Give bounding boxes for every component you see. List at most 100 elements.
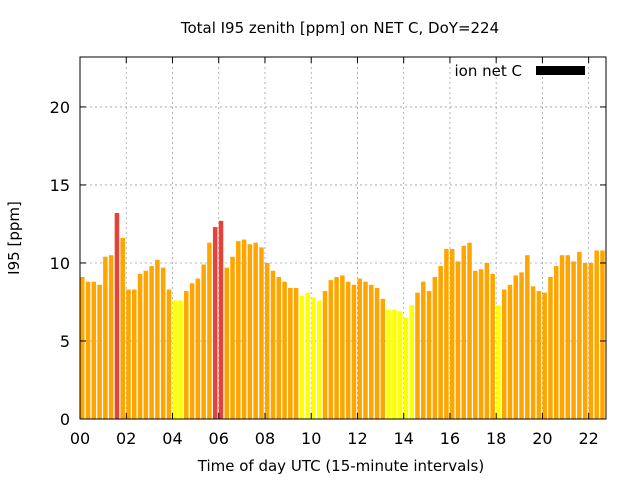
x-tick-label: 08	[255, 429, 275, 448]
bar	[160, 267, 166, 419]
bar	[444, 248, 449, 419]
legend: ion net C	[455, 62, 585, 80]
x-tick-label: 22	[578, 429, 598, 448]
bar	[293, 287, 299, 419]
bar	[108, 255, 114, 419]
bar	[530, 286, 536, 419]
bar	[565, 255, 571, 419]
bar	[415, 292, 420, 419]
x-tick-label: 16	[440, 429, 460, 448]
bar	[588, 262, 594, 419]
y-axis-label: I95 [ppm]	[5, 201, 23, 275]
bar	[253, 242, 258, 419]
bar	[473, 270, 478, 419]
bar	[392, 309, 397, 419]
bars	[80, 213, 605, 419]
bar	[316, 300, 322, 419]
bar	[600, 250, 605, 419]
x-tick-label: 00	[70, 429, 90, 448]
bar	[195, 278, 201, 419]
bar	[120, 238, 125, 419]
chart-title: Total I95 zenith [ppm] on NET C, DoY=224	[180, 19, 499, 37]
bar	[236, 241, 241, 419]
y-tick-label: 5	[60, 332, 70, 351]
bar	[519, 272, 524, 419]
bar	[421, 281, 426, 419]
bar	[288, 287, 293, 419]
bar	[553, 266, 559, 419]
legend-swatch	[536, 66, 585, 75]
bar	[218, 220, 224, 419]
bar	[299, 295, 305, 419]
bar	[397, 311, 403, 419]
bar	[496, 305, 501, 419]
bar	[490, 273, 495, 419]
bar	[201, 264, 206, 419]
bar	[409, 305, 414, 419]
x-tick-label: 04	[162, 429, 182, 448]
bar	[184, 291, 189, 419]
y-tick-label: 10	[50, 254, 70, 273]
x-axis-label: Time of day UTC (15-minute intervals)	[197, 457, 484, 475]
bar	[270, 270, 276, 419]
bar	[357, 278, 362, 419]
bar	[582, 262, 588, 419]
bar	[230, 256, 235, 419]
bar	[305, 292, 310, 419]
bar	[345, 281, 351, 419]
bar	[432, 277, 438, 419]
bar	[172, 300, 177, 419]
ticks: 0 5 10 15 20 00 02 04 06 08 10 12 14 16 18 20 22	[50, 57, 606, 448]
bar	[91, 281, 97, 419]
bar	[571, 261, 576, 419]
bar	[369, 284, 374, 419]
bar	[467, 242, 472, 419]
bar	[426, 291, 432, 419]
bar	[559, 255, 565, 419]
bar	[386, 309, 391, 419]
bar	[455, 261, 461, 419]
bar	[438, 266, 443, 419]
bar	[478, 269, 484, 419]
bar	[594, 250, 599, 419]
x-tick-label: 02	[116, 429, 136, 448]
bar	[322, 291, 328, 419]
bar	[484, 262, 490, 419]
bar	[577, 252, 582, 419]
bar	[166, 289, 172, 419]
bar	[328, 280, 334, 419]
bar	[207, 242, 212, 419]
plot-frame	[79, 56, 607, 420]
x-tick-label: 06	[209, 429, 229, 448]
bar	[149, 266, 154, 419]
bar	[513, 275, 519, 419]
bar	[189, 283, 195, 419]
bar	[132, 289, 137, 419]
bar	[507, 284, 513, 419]
bar	[461, 245, 467, 419]
bar	[501, 289, 507, 419]
bar	[137, 273, 143, 419]
bar	[525, 255, 530, 419]
x-tick-label: 20	[532, 429, 552, 448]
bar	[276, 277, 282, 419]
y-tick-label: 20	[50, 98, 70, 117]
y-tick-label: 15	[50, 176, 70, 195]
y-tick-label: 0	[60, 410, 70, 429]
bar	[264, 262, 270, 419]
bar	[241, 239, 247, 419]
bar	[282, 281, 287, 419]
x-tick-label: 18	[486, 429, 506, 448]
bar	[126, 289, 131, 419]
bar	[542, 292, 547, 419]
bar	[155, 259, 160, 419]
x-tick-label: 10	[301, 429, 321, 448]
bar	[224, 267, 230, 419]
bar	[548, 277, 553, 419]
bar	[340, 275, 345, 419]
bar	[247, 244, 253, 419]
bar	[178, 300, 183, 419]
bar	[143, 270, 149, 419]
bar	[380, 298, 386, 419]
